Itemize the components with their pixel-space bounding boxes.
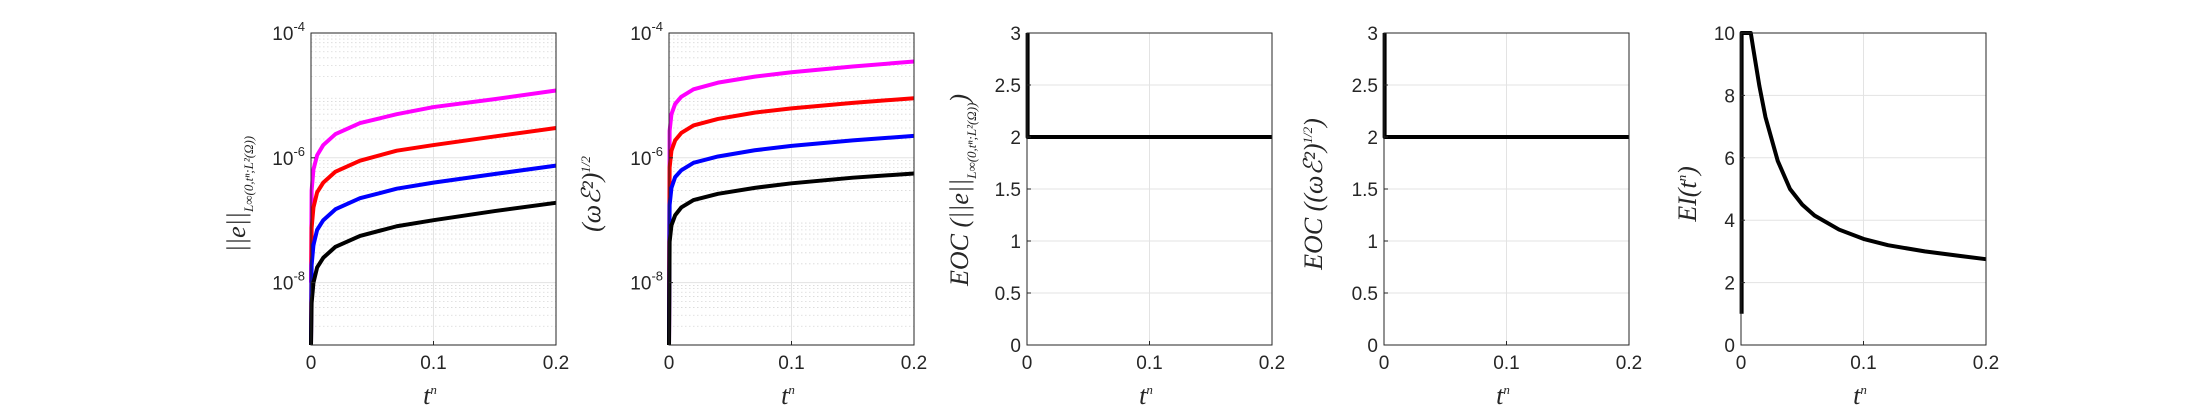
x-tick-label: 0 <box>664 353 675 374</box>
panel-2-x-label: tn <box>781 381 795 410</box>
y-tick-label: 2.5 <box>995 76 1021 97</box>
panel-3-y-label: EOC (||e||L∞(0,tⁿ;L²(Ω))) <box>945 94 979 287</box>
y-tick-label: 10 <box>1714 24 1735 45</box>
panel-3-plot: 0 0.1 0.2 0 0.5 1 1.5 2 2.5 3 <box>995 24 1286 374</box>
y-tick-label: 0 <box>1724 336 1735 357</box>
x-tick-label: 0.2 <box>1616 353 1642 374</box>
y-tick-label: 0.5 <box>995 284 1021 305</box>
y-tick-label: 1 <box>1010 232 1021 253</box>
y-tick-label: 1 <box>1367 232 1378 253</box>
x-tick-label: 0.1 <box>778 353 804 374</box>
panel-5-x-label: tn <box>1853 381 1867 410</box>
y-tick-label: 3 <box>1367 24 1378 45</box>
panel-3-x-label: tn <box>1139 381 1153 410</box>
x-tick-label: 0 <box>1022 353 1033 374</box>
x-tick-label: 0.2 <box>901 353 927 374</box>
y-tick-label: 4 <box>1724 211 1735 232</box>
x-tick-label: 0.1 <box>1136 353 1162 374</box>
y-tick-label: 8 <box>1724 86 1735 107</box>
x-tick-label: 0.1 <box>1850 353 1876 374</box>
y-tick-label: 10-4 <box>630 19 663 45</box>
panel-1: 0 0.1 0.2 10-8 10-6 10-4 tn ||e||L∞(0,tⁿ;L²(Ω… <box>222 19 569 410</box>
panel-5: 0 0.1 0.2 0 2 4 6 8 10 tn EI(tn) <box>1673 24 1999 410</box>
x-tick-label: 0.2 <box>1973 353 1999 374</box>
x-tick-label: 0.1 <box>1493 353 1519 374</box>
panel-5-y-label: EI(tn) <box>1673 166 1702 223</box>
y-tick-label: 6 <box>1724 149 1735 170</box>
y-tick-label: 10-4 <box>272 19 305 45</box>
panel-4: 0 0.1 0.2 0 0.5 1 1.5 2 2.5 3 tn EOC ((ωℰ²)1/2) <box>1299 24 1642 410</box>
x-tick-label: 0 <box>306 353 317 374</box>
x-tick-label: 0.2 <box>1259 353 1285 374</box>
panel-2-y-label: (ωℰ²)1/2 <box>577 156 606 232</box>
y-tick-label: 10-8 <box>272 269 305 295</box>
y-tick-label: 2 <box>1010 128 1021 149</box>
y-tick-label: 10-6 <box>272 144 305 170</box>
x-tick-label: 0 <box>1379 353 1390 374</box>
panel-4-plot: 0 0.1 0.2 0 0.5 1 1.5 2 2.5 3 <box>1352 24 1643 374</box>
panel-1-x-label: tn <box>423 381 437 410</box>
x-tick-label: 0.1 <box>420 353 446 374</box>
y-tick-label: 2 <box>1724 274 1735 295</box>
panel-4-y-label: EOC ((ωℰ²)1/2) <box>1299 118 1328 271</box>
y-tick-label: 3 <box>1010 24 1021 45</box>
y-tick-label: 1.5 <box>995 180 1021 201</box>
panel-1-y-label: ||e||L∞(0,tⁿ;L²(Ω)) <box>222 136 256 252</box>
y-tick-label: 1.5 <box>1352 180 1378 201</box>
panel-1-plot: 0 0.1 0.2 10-8 10-6 10-4 <box>272 19 569 374</box>
panel-2-plot: 0 0.1 0.2 10-8 10-6 10-4 <box>630 19 927 374</box>
x-tick-label: 0.2 <box>543 353 569 374</box>
y-tick-label: 10-8 <box>630 269 663 295</box>
y-tick-label: 0 <box>1367 336 1378 357</box>
y-tick-label: 0.5 <box>1352 284 1378 305</box>
panel-4-x-label: tn <box>1496 381 1510 410</box>
panel-5-plot: 0 0.1 0.2 0 2 4 6 8 10 <box>1714 24 1999 374</box>
panel-3: 0 0.1 0.2 0 0.5 1 1.5 2 2.5 3 tn EOC (||e||L∞(0,t… <box>945 24 1285 410</box>
y-tick-label: 2 <box>1367 128 1378 149</box>
y-tick-label: 10-6 <box>630 144 663 170</box>
y-tick-label: 0 <box>1010 336 1021 357</box>
x-tick-label: 0 <box>1736 353 1747 374</box>
y-tick-label: 2.5 <box>1352 76 1378 97</box>
panel-2: 0 0.1 0.2 10-8 10-6 10-4 tn (ωℰ²)1/2 <box>577 19 927 410</box>
